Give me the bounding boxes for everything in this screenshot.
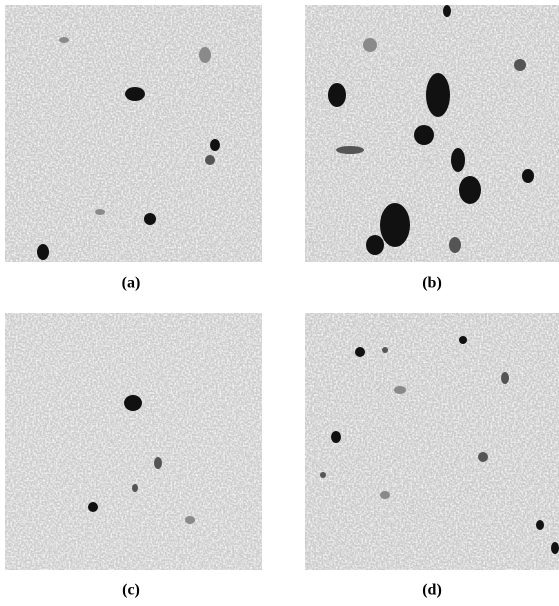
panel-speckle: [305, 313, 559, 570]
cluster: [414, 125, 434, 145]
cluster: [478, 452, 488, 462]
cluster: [328, 83, 346, 107]
panel-label: (c): [122, 582, 140, 599]
cluster: [366, 235, 384, 255]
cluster: [37, 244, 49, 260]
cluster: [394, 386, 406, 394]
panel-b: [305, 5, 559, 262]
cluster: [514, 59, 526, 71]
cluster: [522, 169, 534, 183]
cluster: [336, 146, 364, 154]
cluster: [154, 457, 162, 469]
cluster: [95, 209, 105, 215]
cluster: [382, 347, 388, 353]
cluster: [125, 87, 145, 101]
cluster: [185, 516, 195, 524]
panel-speckle: [5, 5, 262, 262]
cluster: [363, 38, 377, 52]
cluster: [199, 47, 211, 63]
panel-a: [5, 5, 262, 262]
cluster: [355, 347, 365, 357]
cluster: [443, 5, 451, 17]
cluster: [331, 431, 341, 443]
cluster: [426, 73, 450, 117]
cluster: [59, 37, 69, 43]
panel-label: (b): [422, 275, 442, 292]
cluster: [124, 395, 142, 411]
cluster: [320, 472, 326, 478]
cluster: [459, 176, 481, 204]
panel-label: (a): [122, 275, 141, 292]
panel-d: [305, 313, 559, 570]
cluster: [380, 491, 390, 499]
cluster: [449, 237, 461, 253]
cluster: [536, 520, 544, 530]
cluster: [459, 336, 467, 344]
cluster: [551, 542, 559, 554]
panel-speckle: [5, 313, 262, 570]
panel-c: [5, 313, 262, 570]
cluster: [88, 502, 98, 512]
cluster: [451, 148, 465, 172]
panel-label: (d): [422, 582, 442, 599]
cluster: [144, 213, 156, 225]
cluster: [210, 139, 220, 151]
cluster: [501, 372, 509, 384]
cluster: [380, 203, 410, 247]
cluster: [132, 484, 138, 492]
cluster: [205, 155, 215, 165]
